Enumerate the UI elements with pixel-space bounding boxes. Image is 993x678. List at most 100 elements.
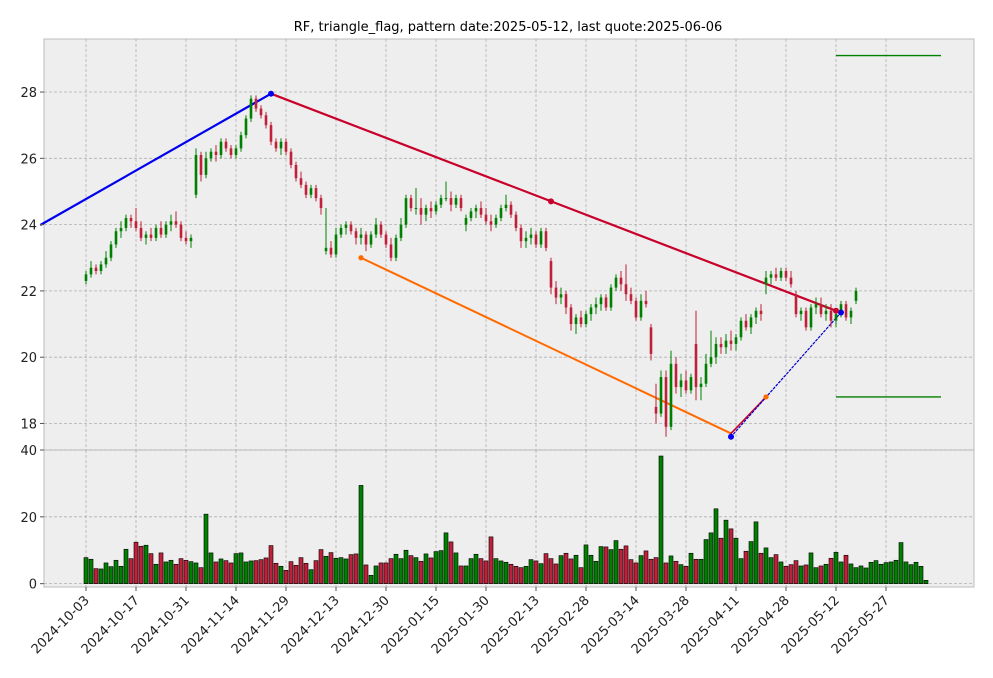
volume-bar bbox=[258, 559, 264, 584]
volume-bar bbox=[643, 550, 649, 584]
pivot-point bbox=[548, 198, 554, 205]
volume-bar bbox=[743, 550, 749, 584]
volume-bar bbox=[388, 558, 394, 584]
volume-bar bbox=[468, 558, 474, 584]
volume-bar bbox=[718, 537, 724, 584]
candle-body bbox=[234, 148, 238, 156]
volume-bar bbox=[703, 539, 709, 584]
volume-bar bbox=[918, 565, 924, 584]
candle-body bbox=[439, 198, 443, 205]
candle-body bbox=[419, 208, 423, 215]
candlesticks bbox=[84, 95, 858, 437]
candle-body bbox=[684, 380, 688, 391]
candle-body bbox=[794, 294, 798, 315]
volume-bar bbox=[83, 557, 89, 584]
candle-body bbox=[279, 141, 283, 149]
candle-body bbox=[229, 148, 233, 156]
volume-bar bbox=[293, 564, 299, 584]
volume-bar bbox=[803, 564, 809, 584]
candle-body bbox=[634, 300, 638, 318]
volume-bar bbox=[613, 540, 619, 584]
volume-bar bbox=[763, 547, 769, 584]
volume-bar bbox=[348, 554, 354, 584]
volume-bar bbox=[758, 552, 764, 584]
candle-body bbox=[104, 257, 108, 265]
volume-bar bbox=[728, 528, 734, 584]
volume-bar bbox=[253, 560, 259, 584]
candle-body bbox=[144, 234, 148, 238]
volume-bar bbox=[363, 564, 369, 584]
volume-bar bbox=[853, 567, 859, 584]
volume-bar bbox=[478, 558, 484, 584]
candle-body bbox=[199, 155, 203, 175]
volume-bar bbox=[288, 561, 294, 584]
candle-body bbox=[474, 208, 478, 212]
volume-bar bbox=[88, 558, 94, 584]
candle-body bbox=[469, 211, 473, 218]
volume-bar bbox=[558, 555, 564, 584]
pattern-lines bbox=[39, 54, 941, 438]
candle-body bbox=[594, 304, 598, 308]
volume-bar bbox=[748, 541, 754, 584]
volume-bar bbox=[328, 552, 334, 584]
volume-bar bbox=[358, 485, 364, 584]
candle-body bbox=[394, 237, 398, 258]
volume-bar bbox=[118, 565, 124, 584]
candle-body bbox=[519, 227, 523, 242]
candle-body bbox=[719, 343, 723, 348]
volume-bar bbox=[233, 553, 239, 584]
volume-bar bbox=[858, 565, 864, 584]
candle-body bbox=[844, 304, 848, 318]
volume-bar bbox=[173, 563, 179, 584]
candle-body bbox=[109, 244, 113, 258]
candle-body bbox=[324, 247, 328, 252]
volume-bar bbox=[738, 558, 744, 584]
volume-bar bbox=[158, 552, 164, 584]
breakout-dotted-line bbox=[730, 311, 842, 438]
candle-body bbox=[664, 377, 668, 427]
candle-body bbox=[354, 231, 358, 238]
candle-body bbox=[809, 307, 813, 328]
candle-body bbox=[539, 231, 543, 245]
candle-body bbox=[694, 343, 698, 388]
volume-bar bbox=[583, 544, 589, 584]
volume-bar bbox=[413, 557, 419, 584]
volume-bar bbox=[548, 558, 554, 584]
volume-bar bbox=[868, 561, 874, 584]
candle-body bbox=[319, 198, 323, 209]
volume-bar bbox=[818, 565, 824, 584]
candle-body bbox=[534, 234, 538, 245]
volume-bar bbox=[163, 561, 169, 584]
candle-body bbox=[604, 297, 608, 308]
candle-body bbox=[649, 327, 653, 354]
volume-bar bbox=[243, 561, 249, 584]
chart-title: RF, triangle_flag, pattern date:2025-05-… bbox=[294, 20, 723, 35]
volume-bar bbox=[873, 560, 879, 584]
volume-bar bbox=[708, 532, 714, 584]
upper-trend-line bbox=[39, 92, 273, 226]
volume-bar bbox=[668, 555, 674, 584]
volume-bar bbox=[488, 536, 494, 584]
volume-bar bbox=[318, 549, 324, 584]
volume-bar bbox=[323, 555, 329, 584]
pivot-point bbox=[728, 433, 734, 440]
candle-body bbox=[799, 310, 803, 315]
candle-body bbox=[129, 217, 133, 222]
candle-body bbox=[619, 277, 623, 285]
price-panel bbox=[43, 38, 975, 451]
volume-bar bbox=[183, 559, 189, 584]
candle-body bbox=[824, 310, 828, 315]
price-tick-label: 20 bbox=[20, 351, 37, 366]
volume-bar bbox=[453, 552, 459, 584]
volume-bar bbox=[628, 559, 634, 584]
candle-body bbox=[559, 294, 563, 298]
volume-bar bbox=[513, 565, 519, 584]
volume-bar bbox=[298, 557, 304, 584]
candle-body bbox=[589, 307, 593, 315]
volume-bar bbox=[523, 565, 529, 584]
candle-body bbox=[714, 343, 718, 358]
candle-body bbox=[344, 224, 348, 228]
candle-body bbox=[254, 98, 258, 109]
candle-body bbox=[464, 217, 468, 225]
